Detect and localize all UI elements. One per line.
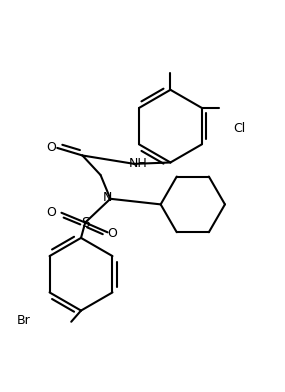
Text: NH: NH (129, 157, 148, 171)
Text: S: S (81, 216, 89, 230)
Text: Cl: Cl (233, 122, 245, 135)
Text: O: O (47, 142, 57, 154)
Text: O: O (47, 206, 57, 219)
Text: Br: Br (17, 314, 30, 327)
Text: O: O (107, 227, 117, 240)
Text: N: N (103, 191, 112, 204)
